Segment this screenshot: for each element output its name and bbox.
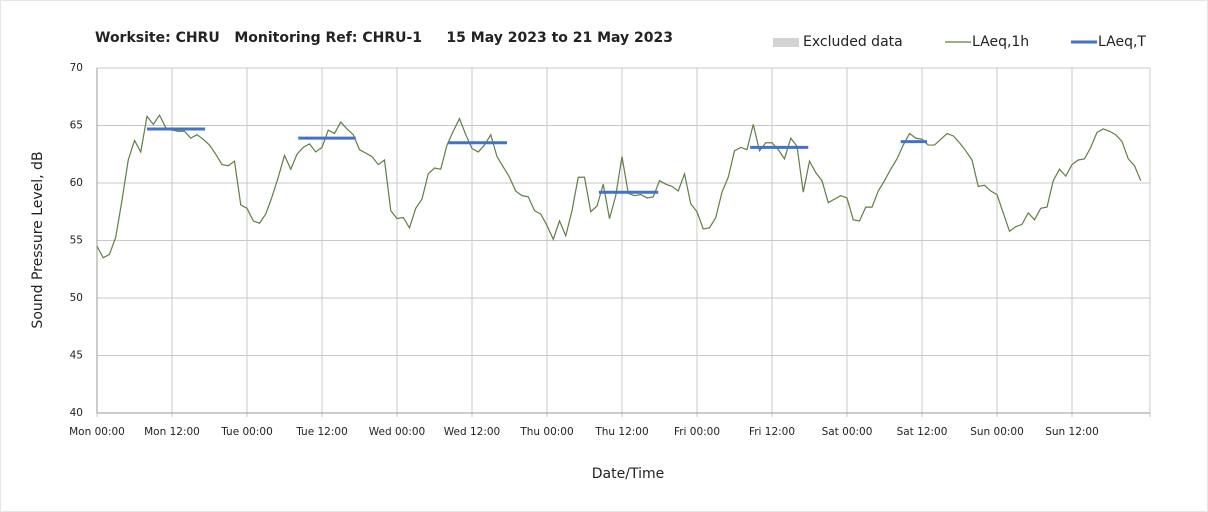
- x-axis-label: Date/Time: [592, 466, 664, 482]
- x-tick-label: Tue 12:00: [295, 426, 348, 438]
- legend-label: LAeq,T: [1098, 34, 1146, 50]
- x-tick-label: Thu 12:00: [594, 426, 648, 438]
- legend-label: LAeq,1h: [972, 34, 1029, 50]
- x-tick-label: Mon 00:00: [69, 426, 125, 438]
- x-tick-label: Sun 00:00: [970, 426, 1024, 438]
- chart-title: Worksite: CHRU Monitoring Ref: CHRU-1 15…: [95, 30, 673, 46]
- y-tick-label: 70: [70, 62, 83, 74]
- x-tick-label: Sat 12:00: [897, 426, 948, 438]
- x-tick-label: Sun 12:00: [1045, 426, 1099, 438]
- y-tick-label: 60: [70, 177, 83, 189]
- legend-label: Excluded data: [803, 34, 903, 50]
- y-tick-label: 55: [70, 235, 83, 247]
- x-tick-label: Tue 00:00: [220, 426, 273, 438]
- y-tick-label: 65: [70, 120, 83, 132]
- y-tick-label: 40: [70, 407, 83, 419]
- y-axis-label: Sound Pressure Level, dB: [30, 151, 46, 328]
- x-tick-label: Thu 00:00: [519, 426, 573, 438]
- x-tick-label: Wed 12:00: [444, 426, 501, 438]
- x-tick-label: Fri 12:00: [749, 426, 795, 438]
- y-tick-label: 45: [70, 350, 83, 362]
- data-line: [96, 113, 1142, 259]
- x-tick-label: Wed 00:00: [369, 426, 426, 438]
- x-tick-label: Sat 00:00: [822, 426, 873, 438]
- y-tick-label: 50: [70, 292, 83, 304]
- legend-swatch: [773, 38, 799, 47]
- x-tick-label: Fri 00:00: [674, 426, 720, 438]
- x-tick-label: Mon 12:00: [144, 426, 200, 438]
